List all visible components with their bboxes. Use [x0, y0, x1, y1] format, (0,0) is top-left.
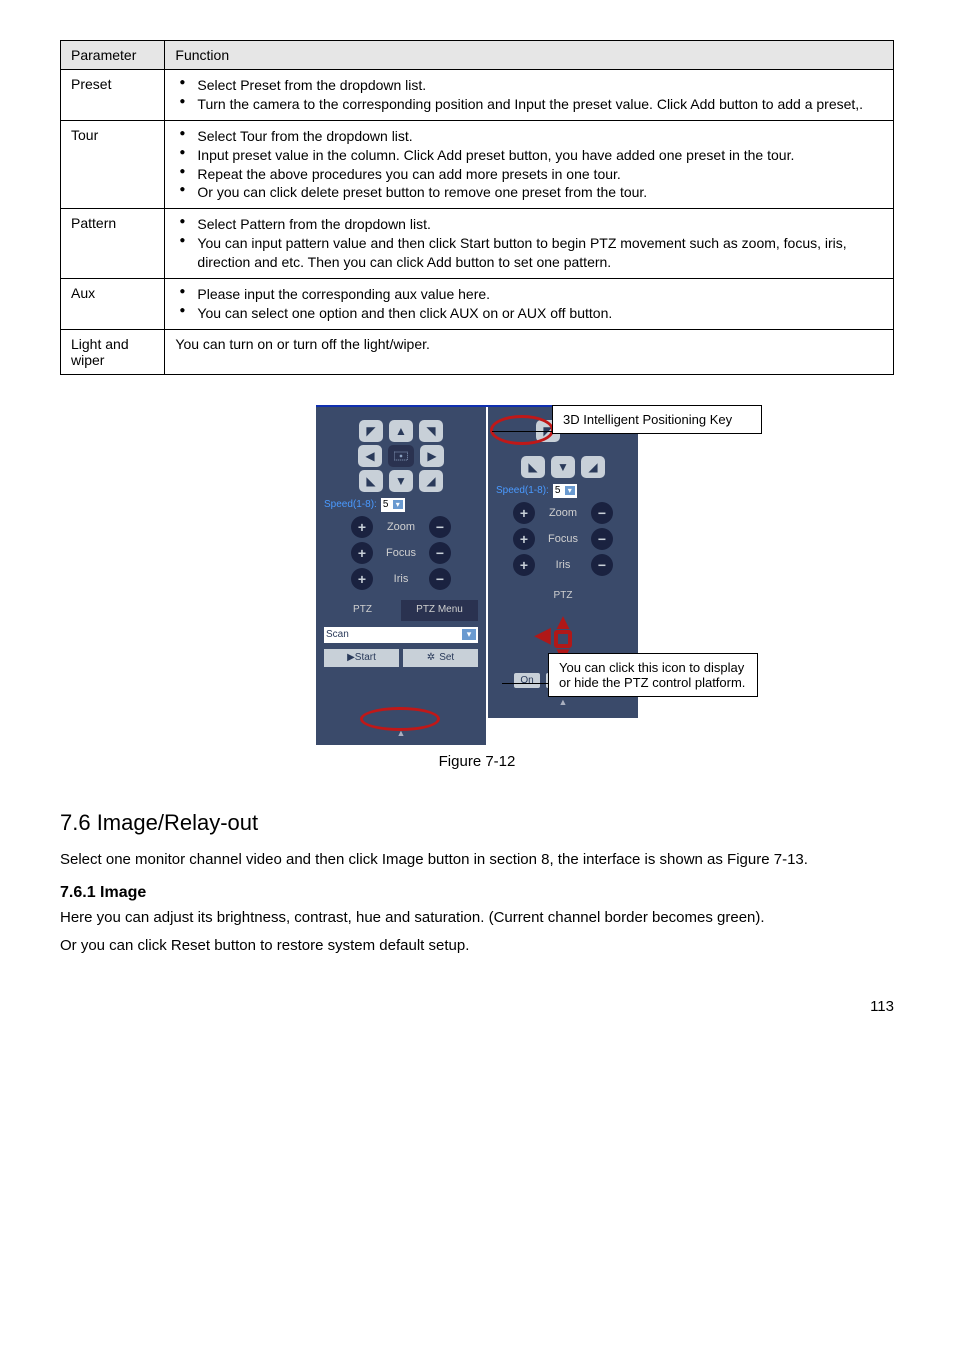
bullet: Select Tour from the dropdown list.	[175, 127, 883, 146]
iris-label: Iris	[543, 559, 583, 571]
position-3d-button[interactable]	[388, 445, 414, 467]
figure-caption: Figure 7-12	[60, 753, 894, 770]
dpad-down-right-icon[interactable]: ◢	[419, 470, 443, 492]
section-title: 7.6 Image/Relay-out	[60, 810, 894, 836]
dpad-up-left-icon[interactable]: ◤	[359, 420, 383, 442]
set-button[interactable]: ✲Set	[403, 649, 478, 667]
tab-ptz[interactable]: PTZ	[324, 600, 401, 621]
dpad-left: ◤ ▲ ◥ ◀ ▶ ◣ ▼ ◢	[324, 420, 478, 492]
ptz-panel-left: ◤ ▲ ◥ ◀ ▶ ◣ ▼ ◢ Speed(1-8):	[316, 407, 486, 745]
arrow-up-icon[interactable]: ▲	[496, 615, 630, 628]
fn-cell: Select Pattern from the dropdown list. Y…	[165, 209, 894, 279]
dpad-up-icon[interactable]: ▲	[389, 420, 413, 442]
zoom-label: Zoom	[381, 521, 421, 533]
header-parameter: Parameter	[61, 41, 165, 70]
dpad-left-icon[interactable]: ◀	[358, 445, 382, 467]
red-highlight-oval	[490, 415, 554, 445]
tab-row-left: PTZ PTZ Menu	[324, 600, 478, 621]
zoom-plus-button[interactable]: +	[513, 502, 535, 524]
focus-minus-button[interactable]: −	[591, 528, 613, 550]
iris-label: Iris	[381, 573, 421, 585]
param-cell: Tour	[61, 120, 165, 209]
fn-cell: Please input the corresponding aux value…	[165, 279, 894, 330]
fn-cell: You can turn on or turn off the light/wi…	[165, 329, 894, 374]
dpad-up-right-icon[interactable]: ◥	[419, 420, 443, 442]
param-cell: Preset	[61, 70, 165, 121]
speed-select-right[interactable]: 5▾	[553, 484, 577, 498]
dpad-down-icon[interactable]: ▼	[389, 470, 413, 492]
bullet: You can select one option and then click…	[175, 304, 883, 323]
ptz-panels-wrap: ◤ ▲ ◥ ◀ ▶ ◣ ▼ ◢ Speed(1-8):	[316, 405, 638, 745]
focus-plus-button[interactable]: +	[351, 542, 373, 564]
page-number: 113	[60, 998, 894, 1015]
subsection-title: 7.6.1 Image	[60, 884, 894, 902]
bullet: You can input pattern value and then cli…	[175, 234, 883, 272]
param-cell: Light and wiper	[61, 329, 165, 374]
zoom-plus-button[interactable]: +	[351, 516, 373, 538]
callout-3d-key: 3D Intelligent Positioning Key	[552, 405, 762, 434]
body-text: Here you can adjust its brightness, cont…	[60, 906, 894, 930]
table-row: Light and wiper You can turn on or turn …	[61, 329, 894, 374]
iris-plus-button[interactable]: +	[513, 554, 535, 576]
zoom-minus-button[interactable]: −	[591, 502, 613, 524]
arrow-left-icon[interactable]: ◀	[534, 628, 551, 641]
parameter-table: Parameter Function Preset Select Preset …	[60, 40, 894, 375]
speed-row-right: Speed(1-8): 5▾	[496, 484, 630, 498]
body-text: Select one monitor channel video and the…	[60, 848, 894, 872]
header-function: Function	[165, 41, 894, 70]
tab-ptz[interactable]: PTZ	[496, 586, 630, 607]
table-row: Aux Please input the corresponding aux v…	[61, 279, 894, 330]
fn-cell: Select Tour from the dropdown list. Inpu…	[165, 120, 894, 209]
speed-select-left[interactable]: 5▾	[381, 498, 405, 512]
fn-cell: Select Preset from the dropdown list. Tu…	[165, 70, 894, 121]
figure-7-12: ◤ ▲ ◥ ◀ ▶ ◣ ▼ ◢ Speed(1-8):	[60, 405, 894, 770]
focus-label: Focus	[381, 547, 421, 559]
iris-minus-button[interactable]: −	[591, 554, 613, 576]
dpad-down-right-icon[interactable]: ◢	[581, 456, 605, 478]
bullet: Select Preset from the dropdown list.	[175, 76, 883, 95]
tab-row-right: PTZ	[496, 586, 630, 607]
param-cell: Pattern	[61, 209, 165, 279]
focus-plus-button[interactable]: +	[513, 528, 535, 550]
iris-plus-button[interactable]: +	[351, 568, 373, 590]
speed-label: Speed(1-8):	[324, 499, 377, 510]
red-highlight-oval	[360, 707, 440, 731]
dpad-down-left-icon[interactable]: ◣	[359, 470, 383, 492]
focus-label: Focus	[543, 533, 583, 545]
table-row: Tour Select Tour from the dropdown list.…	[61, 120, 894, 209]
dpad-down-left-icon[interactable]: ◣	[521, 456, 545, 478]
table-row: Preset Select Preset from the dropdown l…	[61, 70, 894, 121]
tab-ptz-menu[interactable]: PTZ Menu	[401, 600, 478, 621]
bullet: Input preset value in the column. Click …	[175, 146, 883, 165]
iris-minus-button[interactable]: −	[429, 568, 451, 590]
dpad-down-icon[interactable]: ▼	[551, 456, 575, 478]
bullet: Turn the camera to the corresponding pos…	[175, 95, 883, 114]
param-cell: Aux	[61, 279, 165, 330]
dpad-right-icon[interactable]: ▶	[420, 445, 444, 467]
on-button[interactable]: On	[514, 673, 539, 688]
callout-hide-show: You can click this icon to display or hi…	[548, 653, 758, 697]
table-row: Pattern Select Pattern from the dropdown…	[61, 209, 894, 279]
bullet: Please input the corresponding aux value…	[175, 285, 883, 304]
scan-select[interactable]: Scan▾	[324, 627, 478, 643]
gear-icon: ✲	[427, 652, 435, 663]
speed-row-left: Speed(1-8): 5▾	[324, 498, 478, 512]
bullet: Repeat the above procedures you can add …	[175, 165, 883, 184]
bullet: Select Pattern from the dropdown list.	[175, 215, 883, 234]
zoom-minus-button[interactable]: −	[429, 516, 451, 538]
expand-up-icon[interactable]: ▲	[496, 696, 630, 708]
zoom-label: Zoom	[543, 507, 583, 519]
callout-line	[502, 683, 548, 684]
focus-minus-button[interactable]: −	[429, 542, 451, 564]
bullet: Or you can click delete preset button to…	[175, 183, 883, 202]
start-button[interactable]: ▶Start	[324, 649, 399, 667]
callout-line	[492, 431, 552, 432]
body-text: Or you can click Reset button to restore…	[60, 934, 894, 958]
speed-label: Speed(1-8):	[496, 485, 549, 496]
